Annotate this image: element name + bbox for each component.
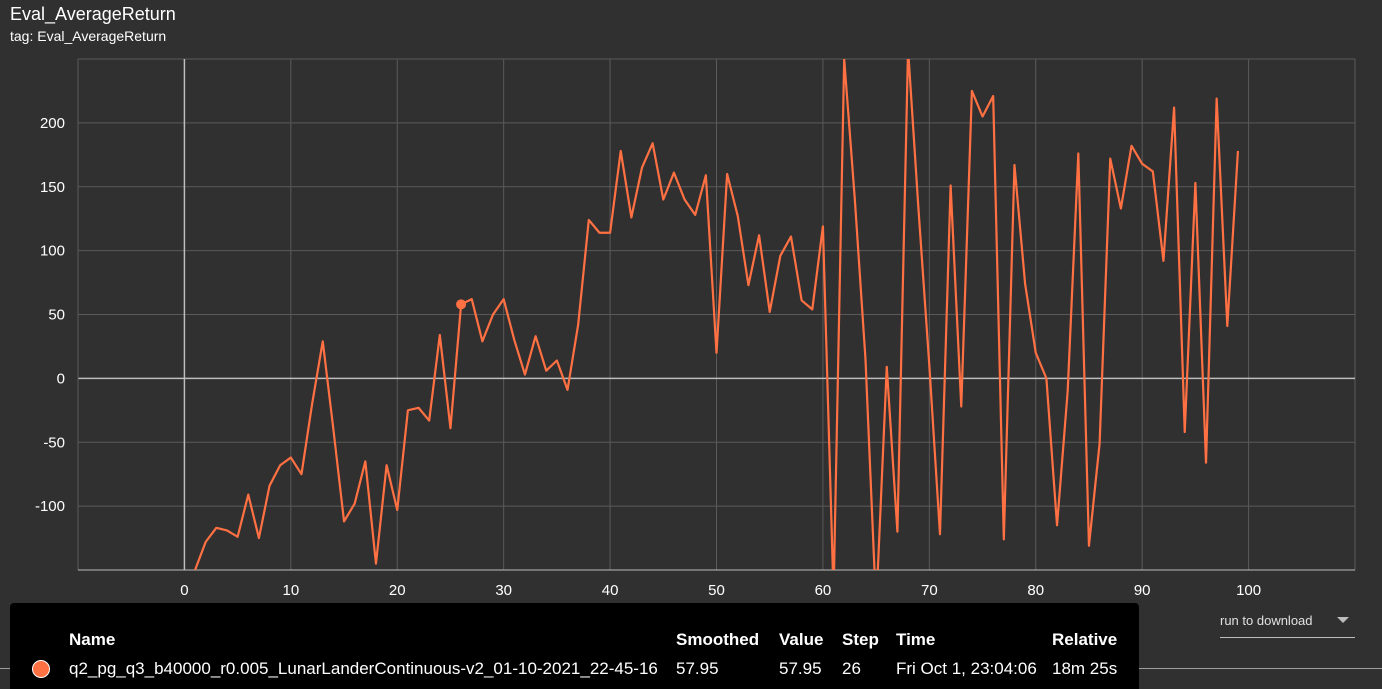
series-line (193, 59, 1240, 570)
y-tick-label: -50 (43, 434, 65, 451)
tooltip-header-step: Step (842, 630, 879, 649)
x-tick-label: 80 (1027, 582, 1044, 599)
tooltip-panel: Name Smoothed Value Step Time Relative q… (10, 603, 1139, 689)
axes (77, 59, 1355, 571)
grid (77, 58, 1356, 571)
y-tick-label: 150 (40, 179, 65, 196)
x-tick-label: 50 (708, 582, 725, 599)
x-tick-label: 30 (495, 582, 512, 599)
y-tick-label: 200 (40, 115, 65, 132)
tooltip-header-value: Value (779, 630, 824, 649)
x-tick-label: 100 (1236, 582, 1261, 599)
x-tick-label: 20 (389, 582, 406, 599)
chart-title: Eval_AverageReturn (10, 4, 176, 24)
x-tick-label: 0 (180, 582, 188, 599)
tooltip-header-name: Name (69, 630, 116, 649)
tooltip-header-smoothed: Smoothed (676, 630, 760, 649)
tooltip-smoothed-value: 57.95 (676, 659, 719, 678)
y-tick-label: 50 (48, 307, 65, 324)
series-layer (193, 59, 1240, 570)
x-tick-label: 60 (815, 582, 832, 599)
tooltip-time: Fri Oct 1, 23:04:06 (896, 659, 1037, 678)
tooltip-value: 57.95 (779, 659, 822, 678)
line-chart[interactable]: 0 10 20 30 40 50 60 70 80 90 100 -100 -50 0 50 100 150 20… (0, 0, 1382, 600)
x-tick-label: 70 (921, 582, 938, 599)
highlight-point (456, 299, 467, 310)
chart-tag: tag: Eval_AverageReturn (10, 28, 167, 44)
chevron-down-icon (1337, 617, 1349, 623)
y-tick-label: 0 (57, 370, 65, 387)
x-tick-label: 40 (602, 582, 619, 599)
y-tick-label: -100 (35, 498, 65, 515)
tooltip-header-relative: Relative (1052, 630, 1118, 649)
x-tick-label: 90 (1134, 582, 1151, 599)
tooltip-run-name: q2_pg_q3_b40000_r0.005_LunarLanderContin… (69, 659, 658, 678)
x-tick-label: 10 (282, 582, 299, 599)
series-color-swatch (32, 660, 50, 678)
tooltip-step: 26 (842, 659, 861, 678)
run-to-download-select[interactable]: run to download (1220, 611, 1355, 638)
y-tick-label: 100 (40, 243, 65, 260)
tooltip-header-time: Time (896, 630, 936, 649)
run-to-download-label: run to download (1220, 613, 1313, 628)
tick-labels: 0 10 20 30 40 50 60 70 80 90 100 -100 -50 0 50 100 150 20… (35, 115, 1261, 599)
tooltip-relative: 18m 25s (1052, 659, 1118, 678)
